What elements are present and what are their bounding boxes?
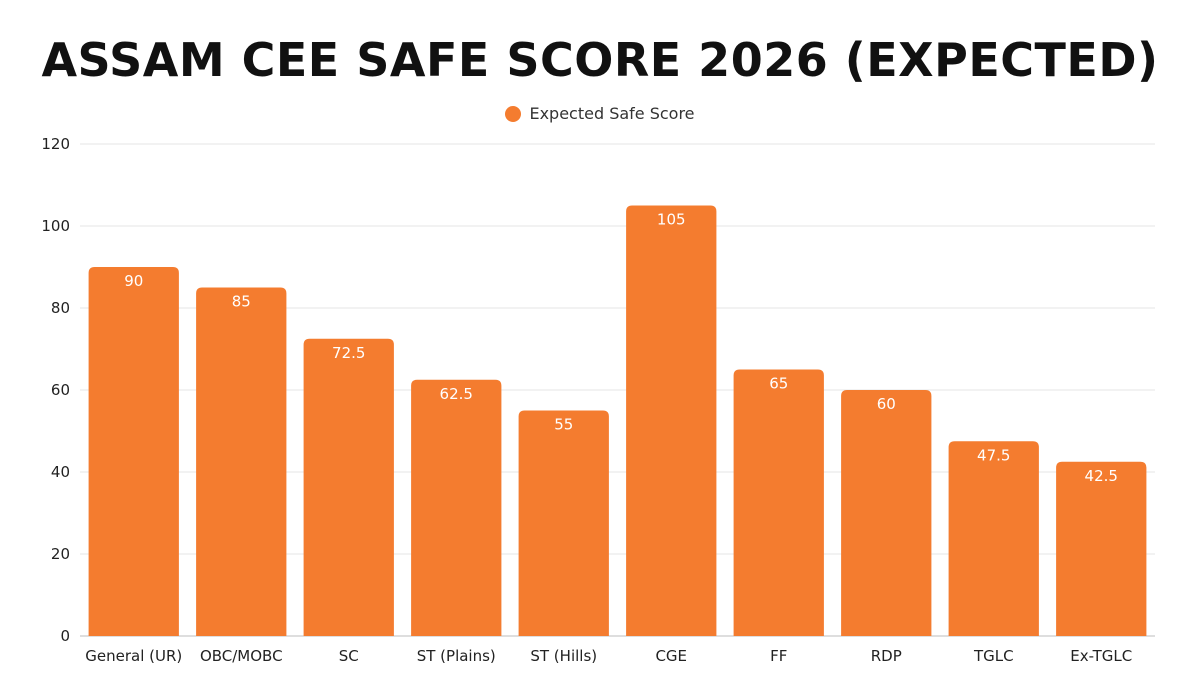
y-tick-label: 0 bbox=[60, 627, 70, 645]
x-tick-label: ST (Hills) bbox=[530, 647, 597, 665]
data-label: 55 bbox=[554, 416, 573, 434]
bar bbox=[411, 379, 502, 636]
data-label: 90 bbox=[124, 272, 143, 290]
x-tick-label: OBC/MOBC bbox=[200, 647, 283, 665]
x-tick-label: ST (Plains) bbox=[417, 647, 496, 665]
y-tick-label: 40 bbox=[51, 463, 70, 481]
bar bbox=[1056, 461, 1147, 636]
x-tick-label: General (UR) bbox=[85, 647, 182, 665]
legend: Expected Safe Score bbox=[0, 104, 1200, 123]
bar bbox=[518, 410, 609, 636]
x-tick-label: Ex-TGLC bbox=[1070, 647, 1132, 665]
y-tick-label: 20 bbox=[51, 545, 70, 563]
legend-label: Expected Safe Score bbox=[529, 104, 695, 123]
chart-title: ASSAM CEE SAFE SCORE 2026 (EXPECTED) bbox=[41, 33, 1159, 87]
bar bbox=[88, 267, 179, 636]
x-tick-label: SC bbox=[339, 647, 359, 665]
bar bbox=[841, 390, 932, 636]
data-label: 60 bbox=[877, 395, 896, 413]
x-tick-label: CGE bbox=[655, 647, 687, 665]
y-tick-label: 100 bbox=[41, 217, 70, 235]
data-label: 72.5 bbox=[332, 344, 365, 362]
y-tick-label: 120 bbox=[41, 135, 70, 153]
bar bbox=[948, 441, 1039, 636]
x-tick-label: FF bbox=[770, 647, 787, 665]
bar bbox=[733, 369, 824, 636]
x-tick-label: RDP bbox=[871, 647, 902, 665]
y-tick-label: 80 bbox=[51, 299, 70, 317]
bar bbox=[626, 205, 717, 636]
x-tick-label: TGLC bbox=[973, 647, 1014, 665]
data-label: 85 bbox=[232, 293, 251, 311]
data-label: 47.5 bbox=[977, 446, 1010, 464]
bar bbox=[196, 287, 287, 636]
data-label: 42.5 bbox=[1085, 467, 1118, 485]
data-label: 62.5 bbox=[440, 385, 473, 403]
legend-swatch bbox=[505, 105, 522, 122]
bar bbox=[303, 338, 394, 636]
y-tick-label: 60 bbox=[51, 381, 70, 399]
data-label: 105 bbox=[657, 211, 686, 229]
data-label: 65 bbox=[769, 375, 788, 393]
